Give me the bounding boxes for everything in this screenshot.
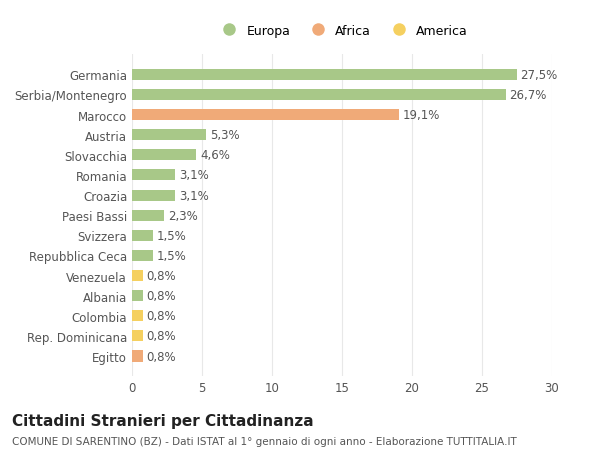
Text: 2,3%: 2,3% — [168, 209, 197, 222]
Text: 1,5%: 1,5% — [157, 230, 186, 242]
Bar — [132, 230, 153, 241]
Bar — [132, 90, 506, 101]
Text: 0,8%: 0,8% — [146, 290, 176, 302]
Bar — [132, 291, 143, 302]
Bar — [132, 110, 400, 121]
Text: 3,1%: 3,1% — [179, 169, 209, 182]
Bar — [132, 190, 175, 201]
Text: 5,3%: 5,3% — [210, 129, 239, 142]
Text: 0,8%: 0,8% — [146, 330, 176, 343]
Text: 0,8%: 0,8% — [146, 350, 176, 363]
Text: 26,7%: 26,7% — [509, 89, 547, 102]
Text: 0,8%: 0,8% — [146, 269, 176, 282]
Bar — [132, 270, 143, 281]
Text: 4,6%: 4,6% — [200, 149, 230, 162]
Text: Cittadini Stranieri per Cittadinanza: Cittadini Stranieri per Cittadinanza — [12, 413, 314, 428]
Bar — [132, 250, 153, 262]
Bar — [132, 351, 143, 362]
Bar — [132, 210, 164, 221]
Bar — [132, 70, 517, 81]
Bar — [132, 170, 175, 181]
Bar — [132, 330, 143, 341]
Text: COMUNE DI SARENTINO (BZ) - Dati ISTAT al 1° gennaio di ogni anno - Elaborazione : COMUNE DI SARENTINO (BZ) - Dati ISTAT al… — [12, 436, 517, 446]
Text: 0,8%: 0,8% — [146, 310, 176, 323]
Bar — [132, 311, 143, 322]
Text: 1,5%: 1,5% — [157, 249, 186, 263]
Text: 3,1%: 3,1% — [179, 189, 209, 202]
Bar — [132, 130, 206, 141]
Text: 27,5%: 27,5% — [521, 69, 558, 82]
Bar — [132, 150, 196, 161]
Legend: Europa, Africa, America: Europa, Africa, America — [211, 20, 473, 43]
Text: 19,1%: 19,1% — [403, 109, 440, 122]
